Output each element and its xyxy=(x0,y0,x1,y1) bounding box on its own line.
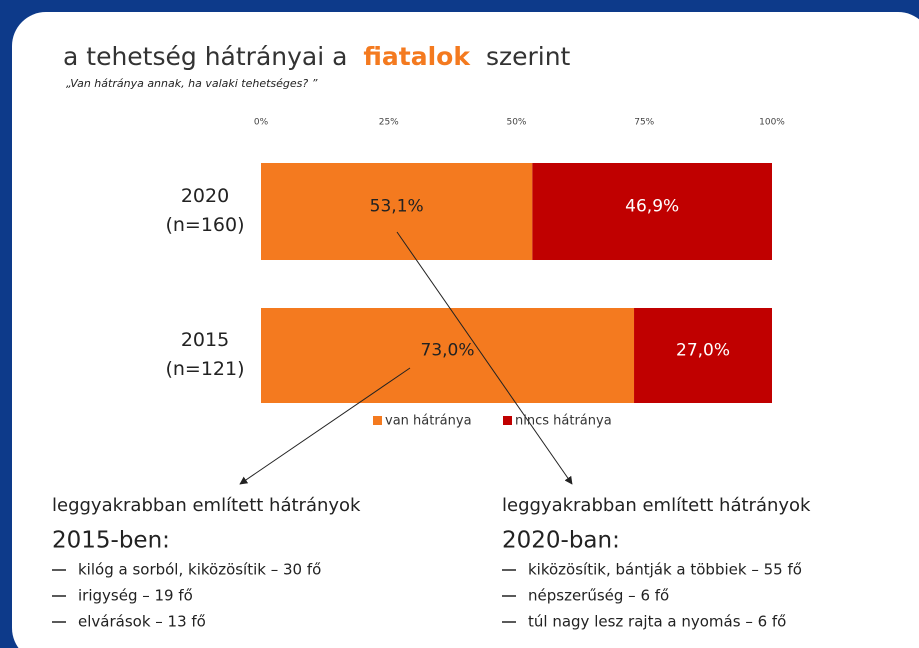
category-note: (n=121) xyxy=(165,358,244,380)
title-highlight: fiatalok xyxy=(363,42,471,71)
x-tick-label: 25% xyxy=(379,118,399,128)
category-label: 2020 xyxy=(181,185,229,207)
list-subheading: 2015-ben: xyxy=(52,528,170,554)
value-label: 73,0% xyxy=(421,341,475,361)
legend-swatch xyxy=(373,416,382,425)
arrow xyxy=(239,367,411,485)
list-item: kiközösítik, bántják a többiek – 55 fő xyxy=(528,561,802,579)
arrow xyxy=(396,231,573,485)
x-tick-label: 100% xyxy=(759,118,785,128)
chart-title: a tehetség hátrányai a fiatalok szerint xyxy=(63,42,571,71)
value-label: 53,1% xyxy=(370,197,424,217)
list-item: népszerűség – 6 fő xyxy=(528,587,669,605)
x-tick-label: 75% xyxy=(634,118,654,128)
subtitle: „Van hátránya annak, ha valaki tehetsége… xyxy=(66,77,318,90)
title-part: szerint xyxy=(486,42,571,71)
bar-segment xyxy=(634,308,772,403)
bar-segment xyxy=(261,308,635,403)
legend-label: nincs hátránya xyxy=(515,414,612,429)
list-item: elvárások – 13 fő xyxy=(78,613,206,631)
value-label: 46,9% xyxy=(625,197,679,217)
list-item: túl nagy lesz rajta a nyomás – 6 fő xyxy=(528,613,786,631)
bar-segment xyxy=(532,163,772,260)
list-item: irigység – 19 fő xyxy=(78,587,193,605)
category-note: (n=160) xyxy=(165,214,244,236)
list-heading: leggyakrabban említett hátrányok xyxy=(52,495,361,516)
legend-swatch xyxy=(503,416,512,425)
bar-segment xyxy=(261,163,533,260)
legend-label: van hátránya xyxy=(385,414,472,429)
x-tick-label: 0% xyxy=(254,118,269,128)
list-heading: leggyakrabban említett hátrányok xyxy=(502,495,811,516)
category-label: 2015 xyxy=(181,329,229,351)
title-part: a tehetség hátrányai a xyxy=(63,42,347,71)
list-item: kilóg a sorból, kiközösítik – 30 fő xyxy=(78,561,321,579)
list-subheading: 2020-ban: xyxy=(502,528,620,554)
value-label: 27,0% xyxy=(676,341,730,361)
x-tick-label: 50% xyxy=(506,118,526,128)
